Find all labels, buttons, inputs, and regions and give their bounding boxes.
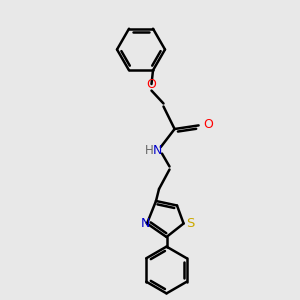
Text: N: N xyxy=(141,217,150,230)
Text: O: O xyxy=(203,118,213,131)
Text: N: N xyxy=(153,143,163,157)
Text: S: S xyxy=(186,217,194,230)
Text: O: O xyxy=(147,77,156,91)
Text: H: H xyxy=(144,143,153,157)
